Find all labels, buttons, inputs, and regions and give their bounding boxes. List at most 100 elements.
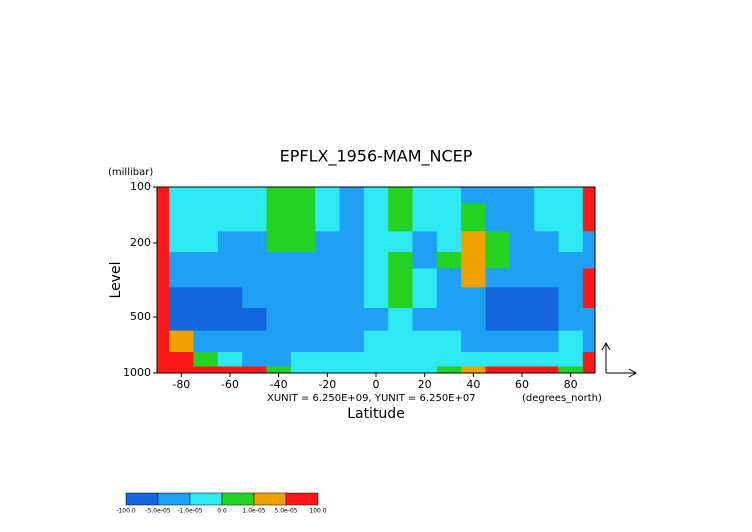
colorbar-box bbox=[285, 492, 319, 506]
contour-cell bbox=[193, 187, 219, 204]
contour-cell bbox=[339, 352, 365, 367]
colorbar-label: -100.0 bbox=[116, 508, 136, 515]
contour-cell bbox=[461, 307, 486, 332]
contour-cell bbox=[436, 352, 462, 367]
contour-cell bbox=[485, 203, 511, 232]
contour-cell bbox=[290, 330, 316, 353]
contour-cell bbox=[217, 268, 243, 288]
contour-cell bbox=[193, 231, 219, 253]
contour-cell bbox=[339, 203, 365, 232]
x-tick-label: 20 bbox=[418, 378, 432, 391]
contour-cell bbox=[339, 287, 365, 309]
y-tick-label: 100 bbox=[130, 180, 151, 193]
contour-cell bbox=[582, 252, 596, 269]
contour-cell bbox=[217, 287, 243, 309]
contour-cell bbox=[217, 252, 243, 269]
contour-cell bbox=[436, 252, 462, 269]
contour-cell bbox=[363, 187, 389, 204]
contour-cell bbox=[157, 307, 170, 332]
contour-cell bbox=[412, 268, 438, 288]
contour-cell bbox=[509, 307, 535, 332]
x-tick-label: -60 bbox=[221, 378, 239, 391]
contour-cell bbox=[217, 187, 243, 204]
contour-cell bbox=[558, 287, 584, 309]
contour-cell bbox=[412, 287, 438, 309]
contour-cell bbox=[242, 366, 267, 374]
contour-cell bbox=[558, 231, 584, 253]
contour-cell bbox=[509, 287, 535, 309]
y-tick-label: 200 bbox=[130, 236, 151, 249]
colorbar-box bbox=[157, 492, 191, 506]
contour-cell bbox=[217, 352, 243, 367]
x-tick-label: -40 bbox=[270, 378, 288, 391]
x-tick-label: -80 bbox=[172, 378, 190, 391]
contour-cell bbox=[266, 231, 292, 253]
contour-cell bbox=[509, 203, 535, 232]
y-unit: (millibar) bbox=[108, 167, 153, 178]
contour-cell bbox=[436, 287, 462, 309]
contour-cell bbox=[436, 307, 462, 332]
contour-cell bbox=[315, 287, 340, 309]
contour-cell bbox=[242, 268, 267, 288]
contour-cell bbox=[315, 330, 340, 353]
contour-cell bbox=[485, 366, 511, 374]
contour-cell bbox=[242, 231, 267, 253]
contour-cell bbox=[582, 187, 596, 204]
contour-cell bbox=[363, 287, 389, 309]
contour-cell bbox=[217, 330, 243, 353]
contour-cell bbox=[169, 187, 194, 204]
contour-cell bbox=[582, 330, 596, 353]
contour-cell bbox=[315, 352, 340, 367]
colorbar-box bbox=[125, 492, 159, 506]
contour-cell bbox=[266, 307, 292, 332]
contour-cell bbox=[315, 231, 340, 253]
contour-cell bbox=[363, 252, 389, 269]
contour-cell bbox=[363, 366, 389, 374]
contour-cell bbox=[193, 268, 219, 288]
contour-cell bbox=[388, 307, 413, 332]
contour-cell bbox=[509, 187, 535, 204]
contour-cell bbox=[558, 203, 584, 232]
contour-cell bbox=[157, 203, 170, 232]
contour-cell bbox=[412, 187, 438, 204]
contour-cell bbox=[509, 268, 535, 288]
contour-cell bbox=[169, 268, 194, 288]
contour-cell bbox=[290, 307, 316, 332]
contour-cell bbox=[534, 366, 559, 374]
y-tick-label: 1000 bbox=[123, 366, 151, 379]
contour-cell bbox=[169, 352, 194, 367]
contour-cell bbox=[242, 187, 267, 204]
contour-cell bbox=[339, 366, 365, 374]
contour-cell bbox=[363, 330, 389, 353]
contour-cell bbox=[339, 252, 365, 269]
contour-cell bbox=[315, 366, 340, 374]
contour-cell bbox=[363, 231, 389, 253]
contour-cell bbox=[485, 268, 511, 288]
contour-cell bbox=[436, 268, 462, 288]
contour-cell bbox=[534, 330, 559, 353]
contour-cell bbox=[412, 366, 438, 374]
contour-cell bbox=[461, 203, 486, 232]
contour-cell bbox=[509, 252, 535, 269]
contour-cell bbox=[558, 187, 584, 204]
contour-cell bbox=[436, 231, 462, 253]
contour-cell bbox=[412, 252, 438, 269]
contour-cell bbox=[534, 268, 559, 288]
contour-cell bbox=[242, 307, 267, 332]
contour-cell bbox=[290, 287, 316, 309]
colorbar-label: -1.0e-05 bbox=[177, 508, 202, 515]
contour-cell bbox=[485, 187, 511, 204]
contour-cell bbox=[461, 231, 486, 253]
contour-cell bbox=[412, 352, 438, 367]
contour-cell bbox=[290, 187, 316, 204]
x-unit: (degrees_north) bbox=[522, 393, 602, 404]
contour-cell bbox=[157, 231, 170, 253]
contour-cell bbox=[169, 287, 194, 309]
contour-cell bbox=[217, 231, 243, 253]
contour-cell bbox=[217, 203, 243, 232]
contour-cell bbox=[169, 307, 194, 332]
contour-cell bbox=[558, 307, 584, 332]
contour-cell bbox=[582, 366, 596, 374]
y-tick-label: 500 bbox=[130, 310, 151, 323]
contour-cell bbox=[217, 366, 243, 374]
